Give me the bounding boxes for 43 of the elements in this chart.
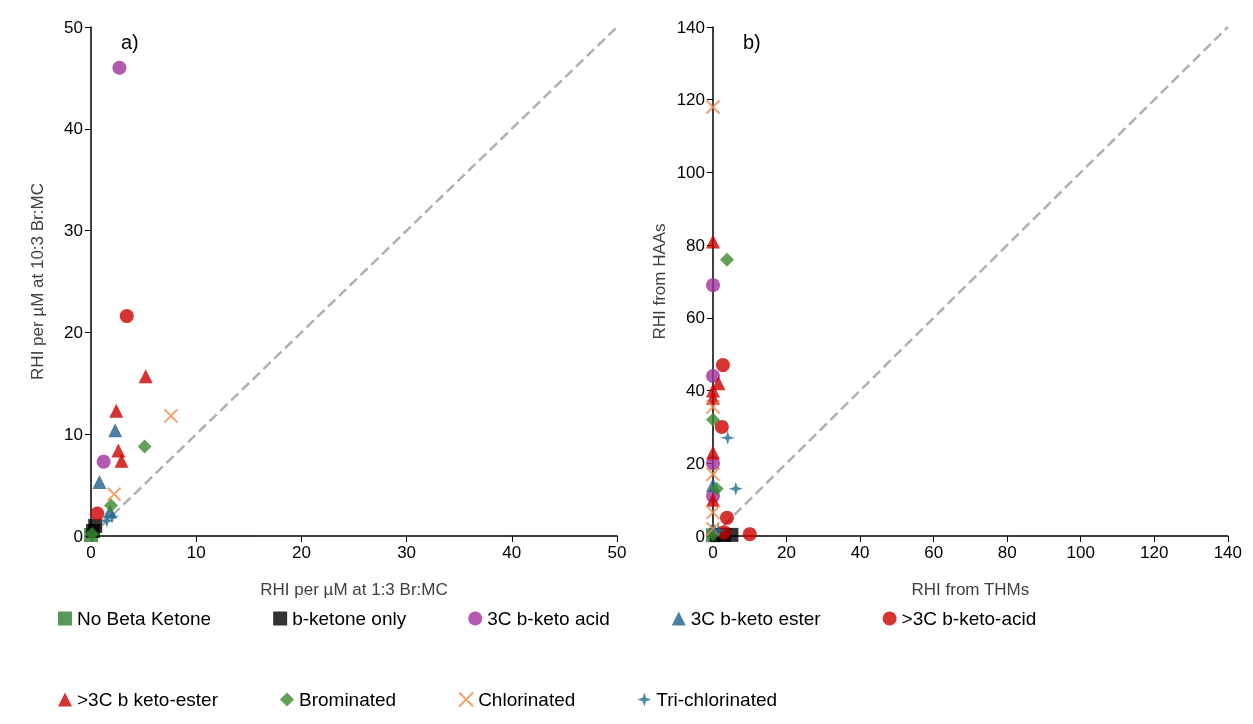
x-tick-label: 10 [186, 543, 206, 562]
y-tick-label: 20 [64, 322, 83, 342]
y-tick-label: 10 [64, 424, 83, 444]
x-tick-label: 100 [1066, 543, 1095, 562]
y-tick-label: 30 [64, 221, 83, 241]
legend-label: >3C b-keto-acid [901, 608, 1037, 629]
x-tick-label: 40 [850, 543, 870, 562]
legend-label: >3C b keto-ester [77, 689, 219, 710]
y-tick-label: 40 [686, 381, 705, 401]
legend-label: Brominated [298, 689, 397, 710]
x-axis-title: RHI per µM at 1:3 Br:MC [260, 580, 448, 599]
legend-label: b-ketone only [292, 608, 407, 629]
y-tick-label: 0 [695, 526, 705, 546]
x-tick-label: 0 [86, 543, 96, 562]
legend-label: Chlorinated [478, 689, 576, 710]
legend-label: 3C b-keto acid [487, 608, 610, 629]
y-axis-title: RHI from HAAs [650, 223, 669, 340]
y-tick-label: 140 [676, 17, 705, 37]
x-tick-label: 80 [997, 543, 1017, 562]
y-tick-label: 40 [64, 119, 83, 139]
x-tick-label: 20 [291, 543, 311, 562]
x-axis-title: RHI from THMs [911, 580, 1030, 599]
y-tick-label: 50 [64, 17, 83, 37]
x-tick-label: 40 [502, 543, 522, 562]
y-tick-label: 80 [686, 235, 705, 255]
x-tick-label: 60 [924, 543, 944, 562]
y-tick-label: 120 [676, 90, 705, 110]
legend-label: 3C b-keto ester [690, 608, 822, 629]
annotation: b) [743, 31, 761, 53]
x-tick-label: 50 [607, 543, 627, 562]
x-tick-label: 140 [1213, 543, 1243, 562]
legend-label: No Beta Ketone [77, 608, 212, 629]
y-tick-label: 60 [686, 308, 705, 328]
y-axis-title: RHI per µM at 10:3 Br:MC [28, 183, 47, 380]
legend-label: Tri-chlorinated [656, 689, 778, 710]
y-tick-label: 20 [686, 453, 705, 473]
y-tick-label: 100 [676, 162, 705, 182]
annotation: a) [121, 31, 139, 53]
x-tick-label: 30 [397, 543, 417, 562]
x-tick-label: 20 [777, 543, 797, 562]
x-tick-label: 120 [1140, 543, 1169, 562]
y-tick-label: 0 [73, 526, 83, 546]
x-tick-label: 0 [708, 543, 718, 562]
